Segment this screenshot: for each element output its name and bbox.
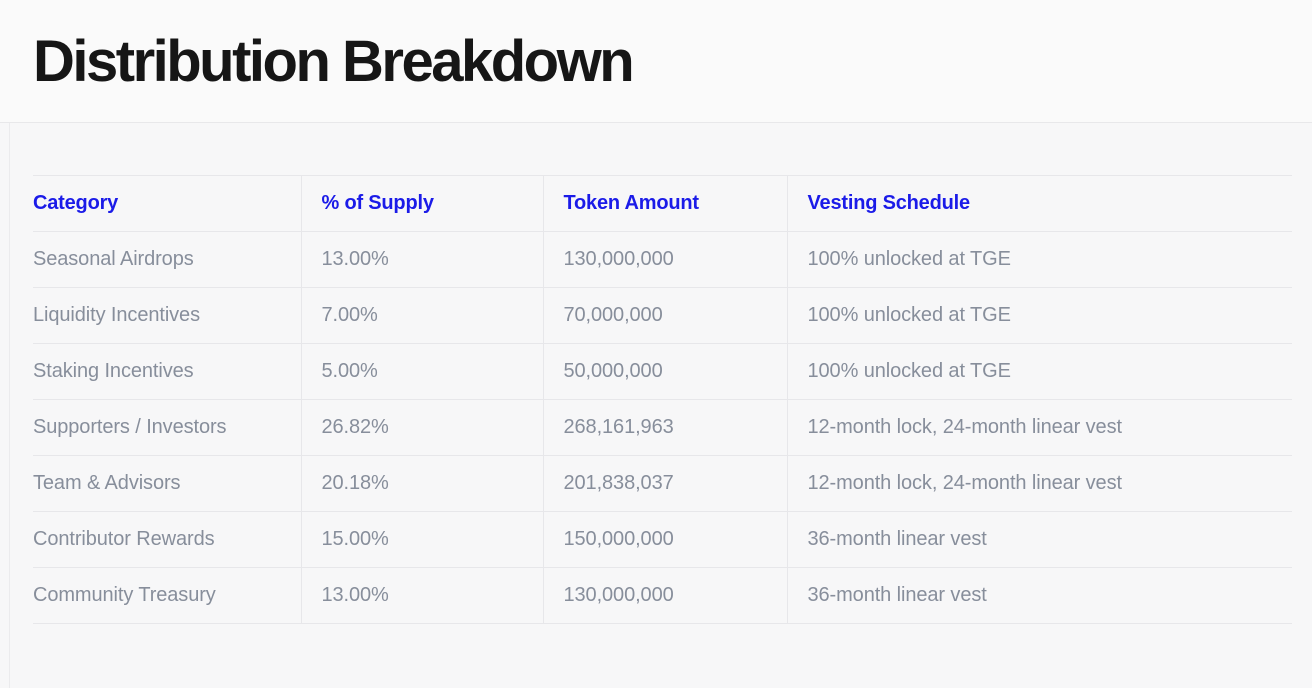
left-edge-divider — [9, 0, 10, 688]
distribution-table: Category % of Supply Token Amount Vestin… — [33, 175, 1292, 624]
table-row: Liquidity Incentives 7.00% 70,000,000 10… — [33, 287, 1292, 344]
column-header-percent-of-supply: % of Supply — [300, 175, 543, 232]
cell-vesting-schedule: 100% unlocked at TGE — [786, 343, 1292, 400]
column-header-token-amount: Token Amount — [542, 175, 787, 232]
table-row: Staking Incentives 5.00% 50,000,000 100%… — [33, 343, 1292, 400]
cell-token-amount: 70,000,000 — [542, 287, 787, 344]
cell-token-amount: 201,838,037 — [542, 455, 787, 512]
cell-token-amount: 50,000,000 — [542, 343, 787, 400]
table-row: Supporters / Investors 26.82% 268,161,96… — [33, 399, 1292, 456]
cell-token-amount: 150,000,000 — [542, 511, 787, 568]
cell-category: Supporters / Investors — [33, 399, 301, 456]
cell-percent-of-supply: 13.00% — [300, 231, 543, 288]
page-title: Distribution Breakdown — [33, 29, 635, 94]
cell-percent-of-supply: 13.00% — [300, 567, 543, 624]
content: Category % of Supply Token Amount Vestin… — [0, 124, 1312, 688]
table-row: Seasonal Airdrops 13.00% 130,000,000 100… — [33, 231, 1292, 288]
cell-percent-of-supply: 20.18% — [300, 455, 543, 512]
cell-vesting-schedule: 36-month linear vest — [786, 567, 1292, 624]
cell-percent-of-supply: 7.00% — [300, 287, 543, 344]
header-band: Distribution Breakdown — [0, 0, 1312, 123]
cell-category: Staking Incentives — [33, 343, 301, 400]
cell-vesting-schedule: 12-month lock, 24-month linear vest — [786, 399, 1292, 456]
cell-category: Community Treasury — [33, 567, 301, 624]
cell-token-amount: 268,161,963 — [542, 399, 787, 456]
cell-category: Contributor Rewards — [33, 511, 301, 568]
column-header-vesting-schedule: Vesting Schedule — [786, 175, 1292, 232]
cell-token-amount: 130,000,000 — [542, 567, 787, 624]
cell-percent-of-supply: 5.00% — [300, 343, 543, 400]
cell-vesting-schedule: 36-month linear vest — [786, 511, 1292, 568]
cell-percent-of-supply: 15.00% — [300, 511, 543, 568]
cell-vesting-schedule: 100% unlocked at TGE — [786, 231, 1292, 288]
cell-vesting-schedule: 100% unlocked at TGE — [786, 287, 1292, 344]
table-row: Team & Advisors 20.18% 201,838,037 12-mo… — [33, 455, 1292, 512]
table-header-row: Category % of Supply Token Amount Vestin… — [33, 175, 1292, 232]
cell-token-amount: 130,000,000 — [542, 231, 787, 288]
cell-percent-of-supply: 26.82% — [300, 399, 543, 456]
cell-vesting-schedule: 12-month lock, 24-month linear vest — [786, 455, 1292, 512]
column-header-category: Category — [33, 175, 301, 232]
cell-category: Liquidity Incentives — [33, 287, 301, 344]
table-row: Community Treasury 13.00% 130,000,000 36… — [33, 567, 1292, 624]
cell-category: Team & Advisors — [33, 455, 301, 512]
cell-category: Seasonal Airdrops — [33, 231, 301, 288]
table-row: Contributor Rewards 15.00% 150,000,000 3… — [33, 511, 1292, 568]
